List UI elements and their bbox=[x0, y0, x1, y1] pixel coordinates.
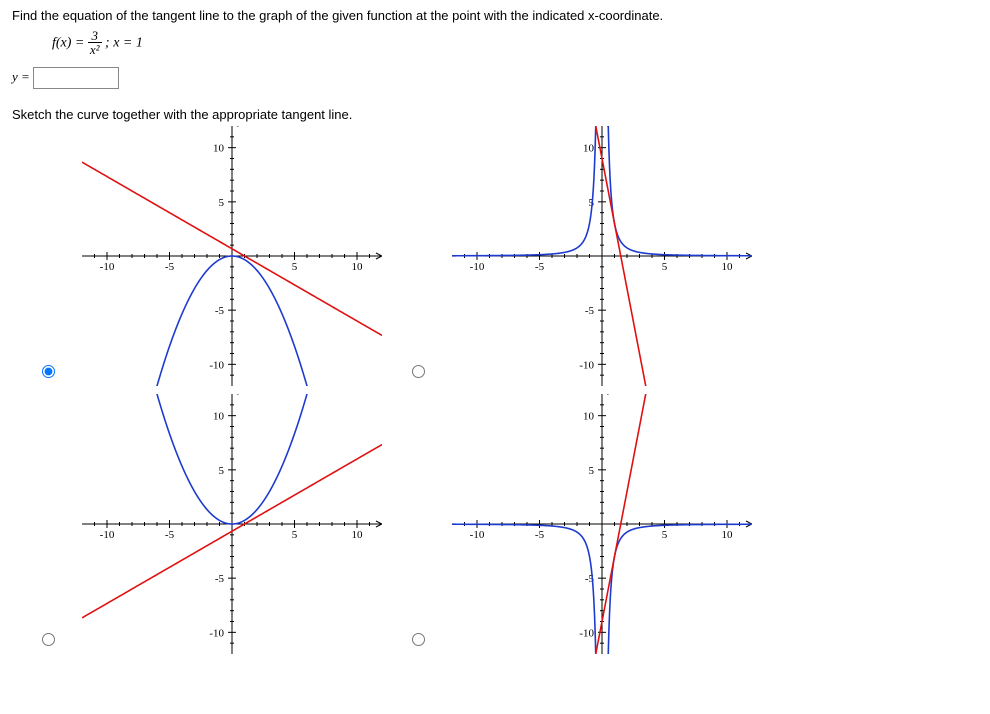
func-tail: ; x = 1 bbox=[105, 35, 143, 50]
svg-text:-10: -10 bbox=[470, 261, 485, 273]
svg-text:5: 5 bbox=[662, 529, 668, 541]
svg-text:-10: -10 bbox=[209, 628, 224, 640]
plots-grid: -10-10-5-5551010xy -10-10-5-5551010xy -1… bbox=[32, 126, 978, 654]
plot-option-radio-cell bbox=[32, 362, 62, 386]
svg-text:5: 5 bbox=[219, 197, 225, 209]
svg-text:10: 10 bbox=[352, 529, 364, 541]
svg-text:-5: -5 bbox=[165, 261, 175, 273]
svg-text:5: 5 bbox=[219, 465, 225, 477]
svg-text:10: 10 bbox=[583, 143, 595, 155]
svg-text:5: 5 bbox=[589, 465, 595, 477]
svg-text:-5: -5 bbox=[215, 573, 225, 585]
svg-text:5: 5 bbox=[292, 529, 298, 541]
function-formula: f(x) = 3 x² ; x = 1 bbox=[52, 29, 978, 57]
answer-row: y = bbox=[12, 67, 978, 89]
question-prompt: Find the equation of the tangent line to… bbox=[12, 8, 978, 23]
fraction-numerator: 3 bbox=[88, 29, 102, 43]
svg-text:5: 5 bbox=[662, 261, 668, 273]
svg-text:-10: -10 bbox=[100, 529, 115, 541]
fraction-denominator: x² bbox=[88, 43, 102, 57]
answer-input[interactable] bbox=[33, 67, 119, 89]
answer-lhs: y = bbox=[12, 69, 30, 84]
svg-text:-5: -5 bbox=[165, 529, 175, 541]
svg-text:-10: -10 bbox=[100, 261, 115, 273]
svg-text:10: 10 bbox=[352, 261, 364, 273]
svg-text:y: y bbox=[607, 394, 614, 395]
svg-text:y: y bbox=[237, 126, 244, 127]
plot-option-radio[interactable] bbox=[412, 365, 425, 378]
svg-text:5: 5 bbox=[292, 261, 298, 273]
plot-svg: -10-10-5-5551010xy bbox=[452, 126, 752, 386]
svg-text:10: 10 bbox=[213, 143, 225, 155]
svg-text:-10: -10 bbox=[470, 529, 485, 541]
sketch-subheading: Sketch the curve together with the appro… bbox=[12, 107, 978, 122]
svg-text:10: 10 bbox=[213, 411, 225, 423]
svg-text:-5: -5 bbox=[535, 261, 545, 273]
svg-text:10: 10 bbox=[722, 529, 734, 541]
svg-text:-5: -5 bbox=[535, 529, 545, 541]
plot-option-radio-cell bbox=[32, 630, 62, 654]
plot-panel: -10-10-5-5551010xy bbox=[452, 126, 752, 386]
svg-text:10: 10 bbox=[722, 261, 734, 273]
plot-panel: -10-10-5-5551010xy bbox=[452, 394, 752, 654]
svg-text:10: 10 bbox=[583, 411, 595, 423]
plot-panel: -10-10-5-5551010xy bbox=[82, 126, 382, 386]
svg-text:y: y bbox=[237, 394, 244, 395]
plot-svg: -10-10-5-5551010xy bbox=[82, 394, 382, 654]
svg-text:-10: -10 bbox=[209, 360, 224, 372]
fraction: 3 x² bbox=[88, 29, 102, 57]
plot-panel: -10-10-5-5551010xy bbox=[82, 394, 382, 654]
svg-text:-10: -10 bbox=[579, 360, 594, 372]
plot-option-radio[interactable] bbox=[42, 633, 55, 646]
plot-option-radio[interactable] bbox=[412, 633, 425, 646]
plot-option-radio-cell bbox=[402, 362, 432, 386]
svg-text:-10: -10 bbox=[579, 628, 594, 640]
svg-text:-5: -5 bbox=[585, 305, 595, 317]
svg-text:-5: -5 bbox=[215, 305, 225, 317]
plot-svg: -10-10-5-5551010xy bbox=[82, 126, 382, 386]
func-lhs: f(x) = bbox=[52, 35, 84, 50]
plot-svg: -10-10-5-5551010xy bbox=[452, 394, 752, 654]
plot-option-radio[interactable] bbox=[42, 365, 55, 378]
plot-option-radio-cell bbox=[402, 630, 432, 654]
